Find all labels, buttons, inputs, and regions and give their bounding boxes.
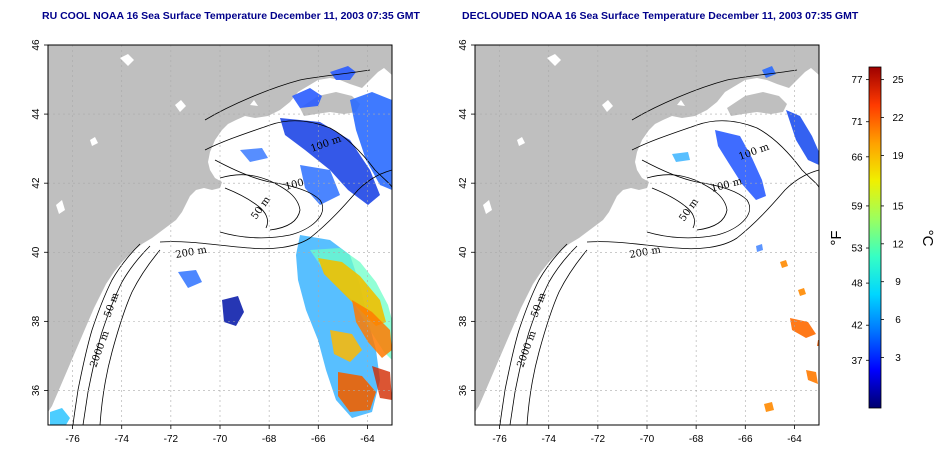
axis-ticks: -76 -74 -72 -70 -68 -66 -64 46 44 42 40 38 36 bbox=[31, 39, 375, 445]
lat-tick-label: 44 bbox=[458, 108, 469, 120]
lat-tick-label: 36 bbox=[458, 384, 469, 396]
lon-tick-label: -74 bbox=[541, 434, 556, 445]
fahrenheit-tick-label: 53 bbox=[851, 244, 863, 255]
colorbar-scale bbox=[868, 66, 882, 409]
lat-tick-label: 46 bbox=[31, 39, 42, 51]
celsius-tick-label: 3 bbox=[895, 353, 901, 364]
land-mass bbox=[475, 45, 819, 412]
lat-tick-label: 40 bbox=[458, 246, 469, 258]
fahrenheit-tick-label: 42 bbox=[851, 321, 863, 332]
sst-map-declouded: 100 m 100 m 50 m 200 m 50 m 2000 m -76 -7… bbox=[458, 39, 820, 445]
bathymetry-contours bbox=[72, 69, 393, 426]
fahrenheit-tick-label: 48 bbox=[851, 279, 863, 290]
lat-tick-label: 38 bbox=[31, 315, 42, 327]
lat-tick-label: 38 bbox=[458, 315, 469, 327]
lon-tick-label: -72 bbox=[164, 434, 179, 445]
lon-tick-label: -68 bbox=[262, 434, 277, 445]
fahrenheit-tick-label: 71 bbox=[851, 117, 863, 128]
lat-tick-label: 40 bbox=[31, 246, 42, 258]
colorbar-ticks: 77 71 66 59 53 48 42 37 25 22 19 15 12 9 6 3 bbox=[851, 75, 904, 367]
lon-tick-label: -64 bbox=[787, 434, 802, 445]
celsius-tick-label: 6 bbox=[895, 315, 901, 326]
cloud-free-sst-patches bbox=[672, 66, 819, 412]
celsius-tick-label: 22 bbox=[892, 113, 904, 124]
lat-tick-label: 42 bbox=[31, 177, 42, 189]
lat-tick-label: 44 bbox=[31, 108, 42, 120]
fahrenheit-tick-label: 59 bbox=[851, 201, 863, 212]
land-mass bbox=[48, 45, 392, 412]
bathymetry-contours bbox=[499, 69, 820, 426]
sst-map-cloudy: 100 m 100 50 m 200 m 50 m 2000 m -76 -74-… bbox=[31, 39, 393, 445]
fahrenheit-tick-label: 66 bbox=[851, 152, 863, 163]
lon-tick-label: -74 bbox=[114, 434, 129, 445]
lon-tick-label: -64 bbox=[360, 434, 375, 445]
lon-tick-label: -70 bbox=[213, 434, 228, 445]
lon-tick-label: -66 bbox=[738, 434, 753, 445]
cloud-free-sst-patches bbox=[50, 66, 392, 425]
fahrenheit-tick-label: 77 bbox=[851, 75, 863, 86]
lon-tick-label: -72 bbox=[591, 434, 606, 445]
lat-tick-label: 36 bbox=[31, 384, 42, 396]
lon-tick-label: -66 bbox=[311, 434, 326, 445]
lon-tick-label: -76 bbox=[492, 434, 507, 445]
map-title-left: RU COOL NOAA 16 Sea Surface Temperature … bbox=[42, 10, 420, 22]
celsius-tick-label: 15 bbox=[892, 201, 904, 212]
map-title-right: DECLOUDED NOAA 16 Sea Surface Temperatur… bbox=[462, 10, 859, 22]
fahrenheit-unit-label: °F bbox=[828, 230, 845, 245]
lon-tick-label: -76 bbox=[65, 434, 80, 445]
lat-tick-label: 42 bbox=[458, 177, 469, 189]
fahrenheit-tick-label: 37 bbox=[851, 356, 863, 367]
axis-ticks: -76 -74 -72 -70 -68 -66 -64 46 44 42 40 38 36 bbox=[458, 39, 802, 445]
celsius-tick-label: 19 bbox=[892, 151, 904, 162]
celsius-tick-label: 25 bbox=[892, 75, 904, 86]
temperature-colorbar: 77 71 66 59 53 48 42 37 25 22 19 15 12 9 6 3 °F °C bbox=[828, 66, 936, 409]
celsius-tick-label: 12 bbox=[892, 239, 904, 250]
contour-label: 100 bbox=[284, 177, 305, 193]
lat-tick-label: 46 bbox=[458, 39, 469, 51]
celsius-unit-label: °C bbox=[919, 230, 936, 247]
lon-tick-label: -68 bbox=[689, 434, 704, 445]
lon-tick-label: -70 bbox=[640, 434, 655, 445]
celsius-tick-label: 9 bbox=[895, 277, 901, 288]
